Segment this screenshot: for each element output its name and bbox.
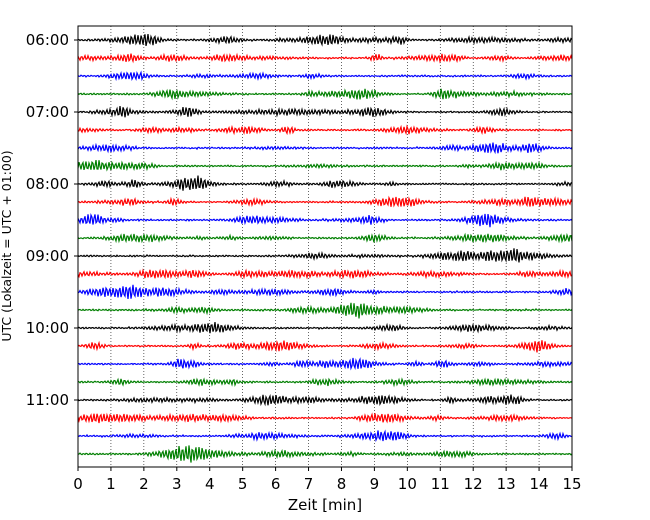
seismogram-traces (77, 33, 573, 463)
x-tick-label-14: 14 (530, 475, 549, 493)
trace-10:15 (77, 339, 573, 353)
trace-10:00 (77, 321, 573, 334)
trace-08:45 (77, 232, 573, 244)
x-axis-ticks: 0 1 2 3 4 5 6 7 8 9 10 11 12 13 14 15 (73, 467, 582, 493)
trace-10:45 (77, 377, 573, 388)
y-tick-label-06:00: 06:00 (26, 31, 69, 49)
x-tick-label-2: 2 (139, 475, 149, 493)
trace-10:30 (77, 357, 573, 371)
y-tick-label-08:00: 08:00 (26, 175, 69, 193)
trace-07:45 (77, 160, 573, 172)
x-tick-label-15: 15 (562, 475, 581, 493)
x-tick-label-13: 13 (497, 475, 516, 493)
y-tick-label-07:00: 07:00 (26, 103, 69, 121)
plot-area-background (78, 26, 572, 467)
y-tick-label-11:00: 11:00 (26, 391, 69, 409)
x-tick-label-11: 11 (431, 475, 450, 493)
x-tick-label-0: 0 (73, 475, 83, 493)
trace-07:15 (77, 124, 573, 136)
trace-07:30 (77, 142, 573, 155)
x-tick-label-1: 1 (106, 475, 116, 493)
x-tick-label-3: 3 (172, 475, 182, 493)
x-tick-label-8: 8 (337, 475, 347, 493)
x-tick-label-5: 5 (238, 475, 248, 493)
trace-08:15 (77, 195, 573, 208)
trace-11:15 (77, 412, 573, 424)
x-tick-label-6: 6 (271, 475, 281, 493)
y-axis-label: UTC (Lokalzeit = UTC + 01:00) (0, 150, 14, 341)
trace-09:00 (77, 248, 573, 263)
x-tick-label-10: 10 (398, 475, 417, 493)
trace-09:15 (77, 268, 573, 280)
y-axis-ticks: 06:00 07:00 08:00 09:00 10:00 11:00 (26, 31, 78, 409)
x-tick-label-9: 9 (370, 475, 380, 493)
plot-frame (77, 25, 573, 468)
x-tick-label-12: 12 (464, 475, 483, 493)
trace-11:45 (77, 445, 573, 463)
trace-06:00 (77, 33, 573, 47)
y-tick-label-09:00: 09:00 (26, 247, 69, 265)
trace-11:00 (77, 394, 573, 407)
trace-11:30 (77, 429, 573, 443)
x-tick-label-7: 7 (304, 475, 314, 493)
trace-06:30 (77, 70, 573, 82)
trace-06:45 (77, 88, 573, 101)
trace-07:00 (77, 105, 573, 118)
trace-09:45 (77, 302, 573, 319)
y-tick-label-10:00: 10:00 (26, 319, 69, 337)
x-axis-label: Zeit [min] (288, 496, 362, 514)
trace-08:00 (77, 175, 573, 191)
trace-09:30 (77, 284, 573, 299)
trace-08:30 (77, 212, 573, 228)
trace-06:15 (77, 52, 573, 64)
x-tick-label-4: 4 (205, 475, 215, 493)
